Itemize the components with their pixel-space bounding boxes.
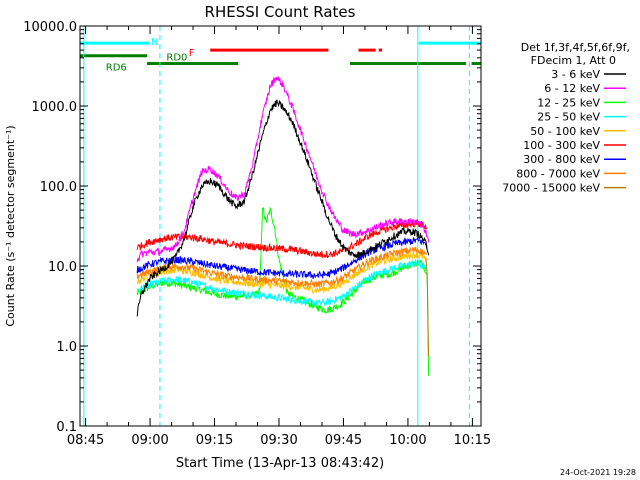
plot-frame	[79, 25, 482, 427]
legend-header-line-2: FDecim 1, Att 0	[531, 54, 616, 67]
series-line-6-12-kev	[136, 75, 430, 263]
legend-label-3-6-kev: 3 - 6 keV	[551, 68, 600, 81]
y-axis-label: Count Rate (s⁻¹ detector segment⁻¹)	[4, 125, 17, 326]
x-tick-label: 08:45	[67, 433, 104, 448]
x-axis-label: Start Time (13-Apr-13 08:43:42)	[176, 456, 384, 471]
y-tick-label: 0.1	[56, 420, 77, 435]
series-line-3-6-kev	[136, 99, 430, 317]
legend-label-25-50-kev: 25 - 50 keV	[537, 111, 600, 124]
series-line-800-7000-kev	[136, 246, 428, 289]
x-tick-label: 09:45	[325, 433, 362, 448]
legend-label-7000-15000-kev: 7000 - 15000 keV	[502, 182, 600, 195]
y-tick-label: 1000.0	[32, 100, 78, 115]
series-line-7000-15000-kev	[425, 259, 430, 357]
legend-label-100-300-kev: 100 - 300 keV	[523, 139, 600, 152]
x-tick-label: 10:00	[389, 433, 426, 448]
chart-title: RHESSI Count Rates	[205, 3, 356, 21]
y-tick-label: 10000.0	[23, 20, 77, 35]
legend-header-line-1: Det 1f,3f,4f,5f,6f,9f,	[521, 41, 630, 54]
series-line-50-100-kev	[136, 250, 428, 294]
x-tick-label: 09:30	[260, 433, 297, 448]
overlay-label-rd0: RD0	[166, 53, 187, 64]
series-line-300-800-kev	[136, 236, 428, 280]
series-line-25-50-kev	[136, 259, 428, 307]
y-tick-label: 1.0	[56, 340, 77, 355]
overlay-label-rd6: RD6	[106, 62, 127, 73]
legend-label-6-12-kev: 6 - 12 keV	[544, 82, 600, 95]
x-tick-label: 10:15	[454, 433, 491, 448]
x-tick-label: 09:00	[131, 433, 168, 448]
legend-label-800-7000-kev: 800 - 7000 keV	[516, 167, 600, 180]
y-tick-label: 10.0	[48, 260, 77, 275]
legend-label-12-25-kev: 12 - 25 keV	[537, 96, 600, 109]
timestamp: 24-Oct-2021 19:28	[560, 468, 636, 477]
overlay-label-f: F	[189, 48, 195, 59]
x-tick-label: 09:15	[196, 433, 233, 448]
overlay-label-n: N	[151, 37, 158, 48]
legend-label-300-800-kev: 300 - 800 keV	[523, 153, 600, 166]
y-tick-label: 100.0	[40, 180, 77, 195]
legend-label-50-100-kev: 50 - 100 keV	[530, 125, 600, 138]
